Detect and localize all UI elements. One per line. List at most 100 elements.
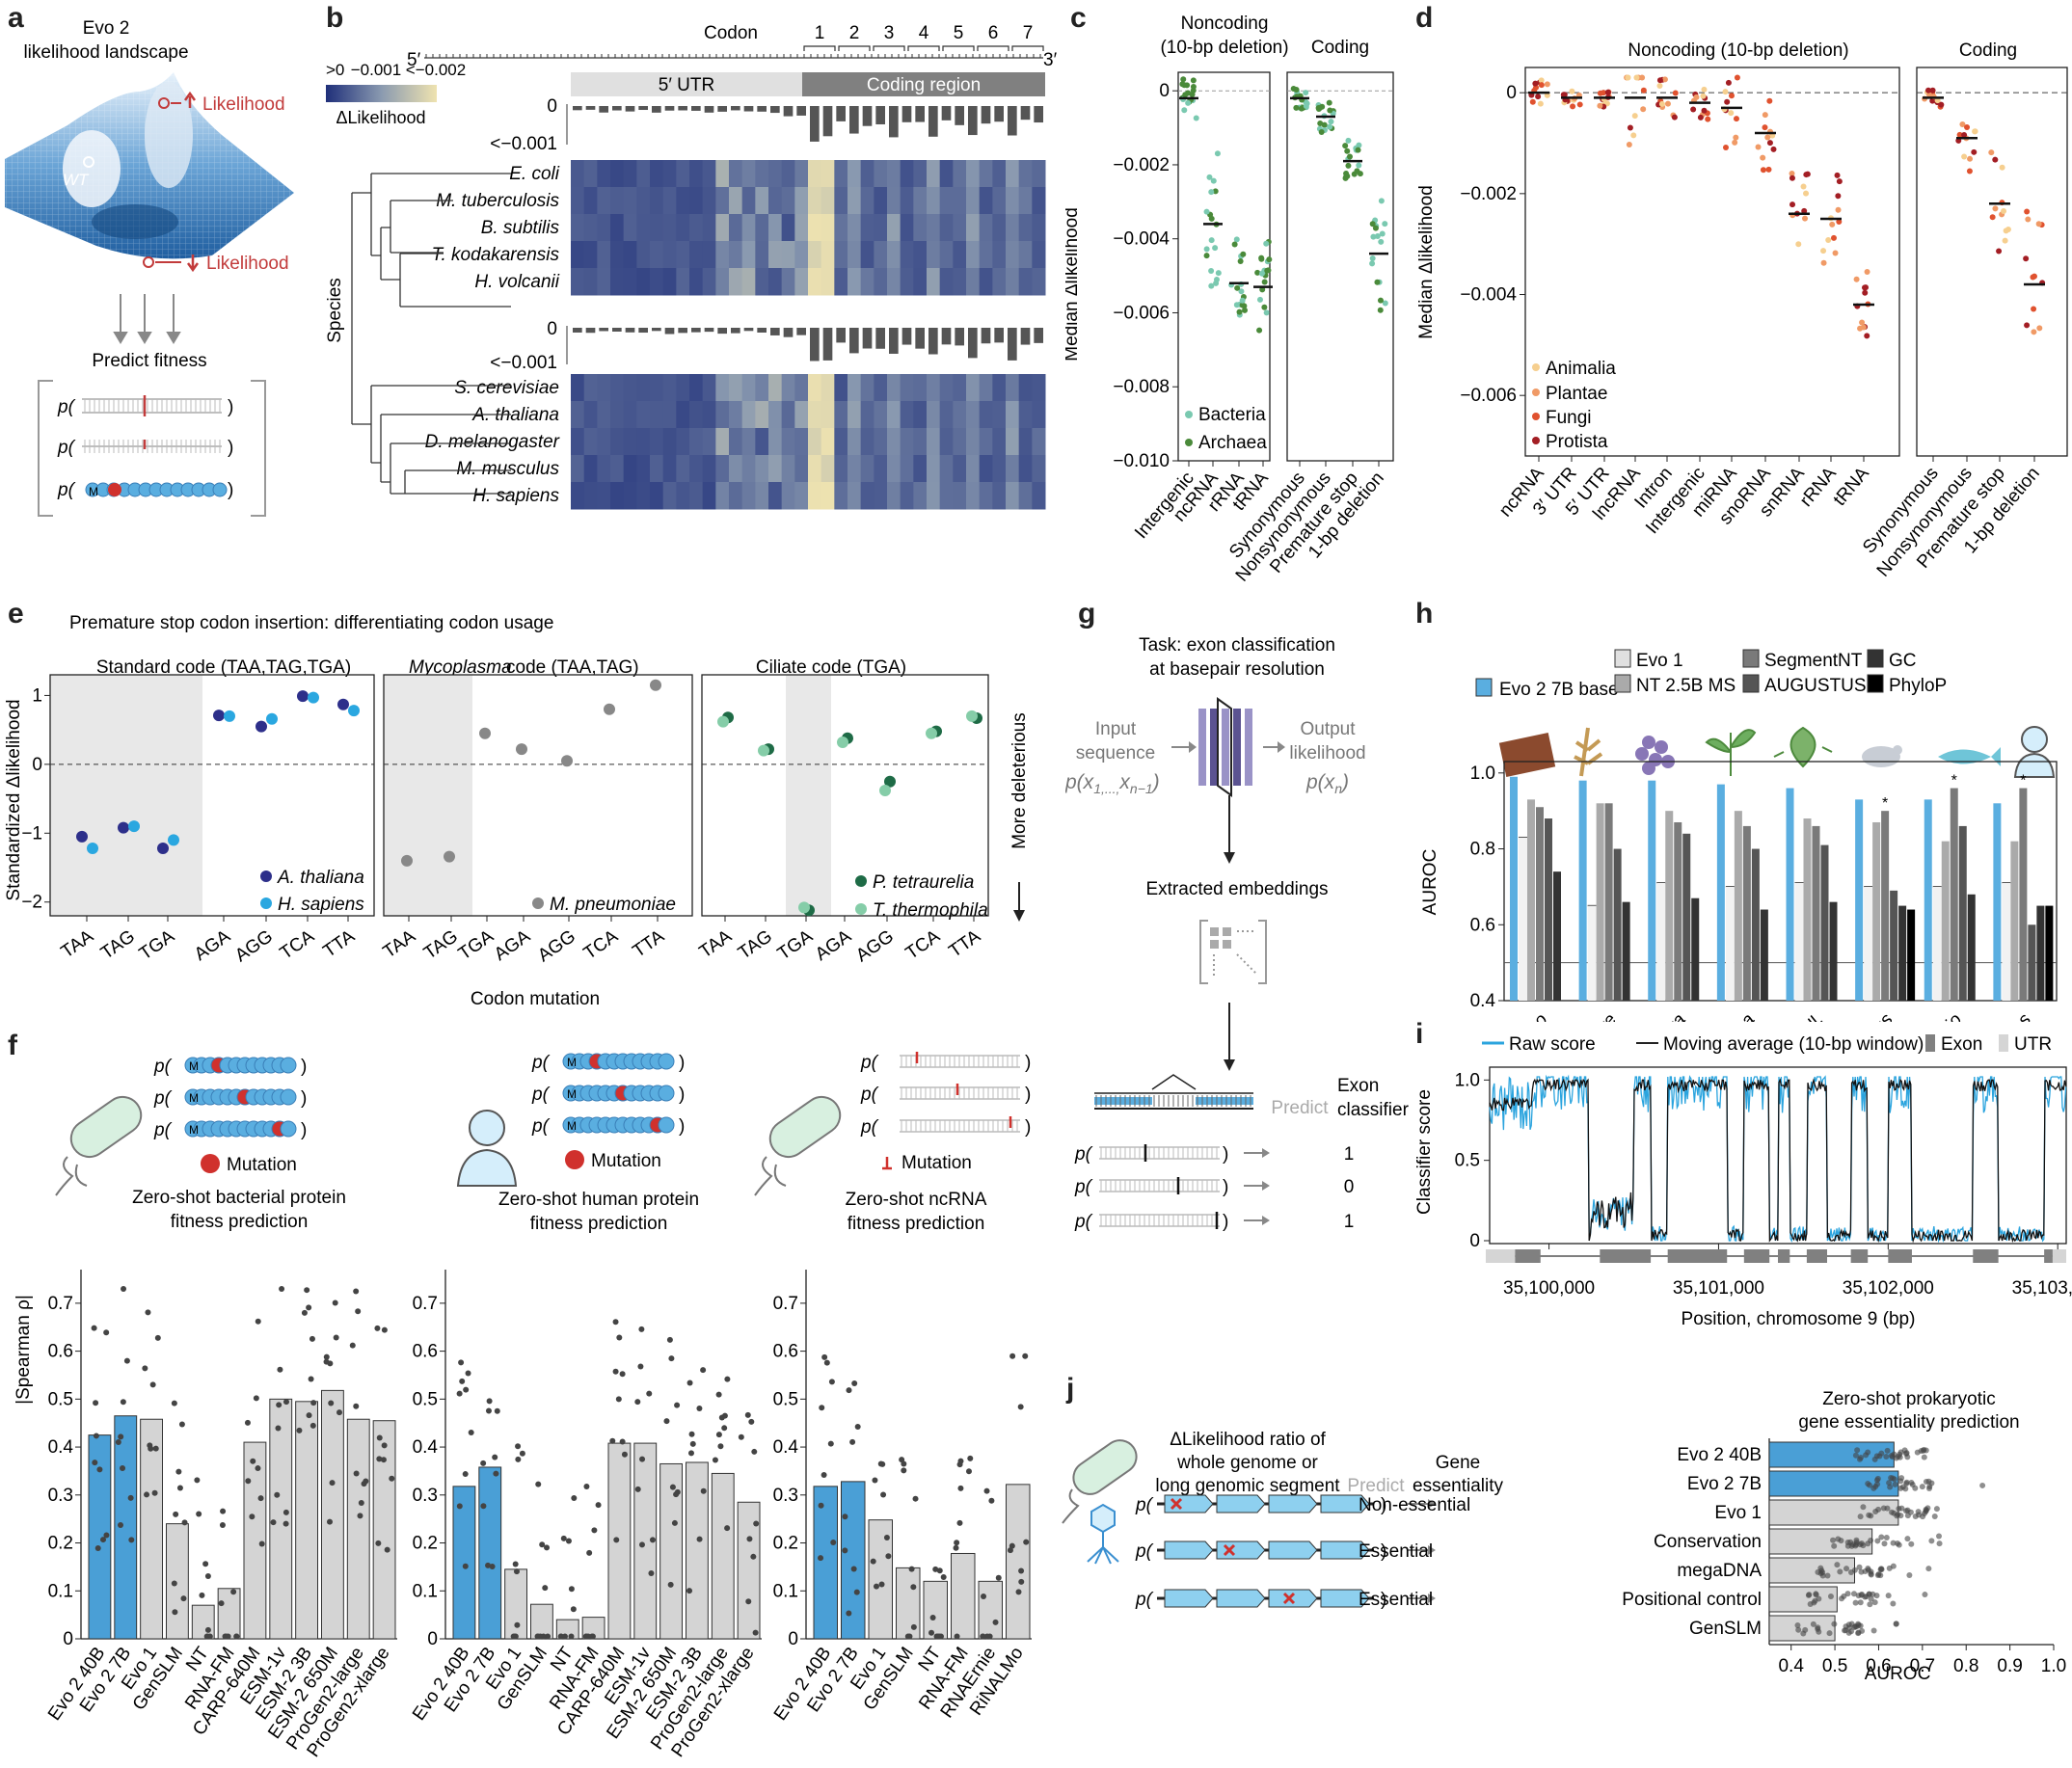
c-ytick: 0 (1159, 81, 1170, 101)
j-point (1867, 1601, 1873, 1608)
heat-cell (966, 401, 981, 429)
d-point (1832, 250, 1839, 256)
j-point (1860, 1504, 1867, 1511)
bar-mark (796, 106, 806, 116)
bar-mark (928, 328, 938, 355)
e-point (401, 854, 413, 867)
f-point (674, 1488, 681, 1495)
d-point (1625, 74, 1631, 81)
heat-cell (992, 268, 1007, 296)
j-ge-2: essentiality (1413, 1476, 1503, 1496)
h-star: * (1882, 795, 1888, 812)
heat-cell (979, 455, 993, 483)
f2-title-2: fitness prediction (530, 1214, 668, 1234)
e-point (798, 901, 810, 914)
j-point (1857, 1541, 1864, 1548)
d-point (1633, 74, 1640, 81)
e-point (444, 850, 455, 863)
j-point (1815, 1624, 1821, 1631)
j-p-label: p( (1135, 1590, 1154, 1610)
heat-cell (571, 428, 585, 456)
heat-cell (650, 428, 664, 456)
e-sub-ciliate: Ciliate code (TGA) (756, 657, 906, 678)
f-point (323, 1353, 330, 1360)
c-point (1347, 153, 1354, 160)
d-point (1529, 98, 1536, 105)
f-point (937, 1633, 944, 1640)
heat-cell (583, 187, 598, 215)
svg-text:): ) (301, 1120, 307, 1140)
f-point (956, 1519, 963, 1526)
heat-cell (1018, 214, 1033, 242)
f-point (173, 1511, 179, 1517)
f-point (846, 1610, 852, 1617)
j-point (1896, 1505, 1902, 1512)
c-point (1193, 115, 1199, 121)
f-ytick: 0 (427, 1629, 438, 1649)
heat-cell (900, 455, 914, 483)
j-point (1868, 1571, 1874, 1578)
svg-text:p(: p( (531, 1116, 551, 1137)
e-point (516, 743, 527, 756)
bar-mark (1020, 106, 1031, 121)
d-point (1859, 319, 1866, 326)
heat-cell (966, 214, 981, 242)
heat-cell (874, 214, 888, 242)
c-point (1319, 103, 1326, 110)
heat-cell (848, 374, 862, 402)
e-ytick: 0 (32, 755, 42, 775)
svg-text:p(: p( (153, 1088, 173, 1109)
j-xtick: 0.4 (1778, 1656, 1804, 1676)
svg-text:): ) (1223, 1144, 1228, 1165)
f-point (718, 1414, 725, 1421)
h-bar-fill (2002, 882, 2011, 1001)
j-point (1850, 1591, 1857, 1597)
f-point (571, 1494, 578, 1501)
bar-mark (638, 328, 648, 334)
c-point (1369, 260, 1376, 267)
j-point (1936, 1540, 1943, 1547)
d-point (1722, 89, 1729, 95)
j-outcome: Non-essential (1359, 1495, 1470, 1515)
c-point (1265, 267, 1272, 274)
cbar-title: ΔLikelihood (336, 108, 425, 127)
f-point (389, 1475, 395, 1482)
heat-cell (702, 160, 716, 188)
heat-cell (623, 401, 637, 429)
j-point (1873, 1477, 1880, 1484)
heat-cell (860, 241, 875, 269)
heat-cell (887, 241, 901, 269)
d-point (2031, 329, 2037, 335)
f-point (751, 1448, 758, 1455)
codon-axis-label: Codon (704, 23, 758, 43)
d-point (1640, 87, 1647, 94)
f-point (877, 1460, 884, 1467)
d-point (2025, 216, 2032, 223)
heat-cell (927, 214, 941, 242)
d-point (1836, 178, 1843, 185)
legend-moving-avg: Moving average (10-bp window) (1663, 1034, 1924, 1055)
heat-cell (900, 187, 914, 215)
f-point (842, 1547, 848, 1554)
j-xtick: 0.9 (1997, 1656, 2022, 1676)
h-ylabel: AUROC (1420, 849, 1440, 916)
j-point (1897, 1478, 1904, 1485)
f-bar (607, 1442, 632, 1640)
heat-cell (966, 482, 981, 510)
heat-cell (702, 401, 716, 429)
f-bar (452, 1486, 476, 1640)
j-point (1857, 1599, 1864, 1606)
f-point (310, 1400, 317, 1406)
f-point (357, 1513, 363, 1519)
f-point (715, 1432, 722, 1438)
j-point (1872, 1484, 1879, 1490)
heat-cell (715, 455, 730, 483)
c-point (1185, 99, 1192, 106)
heat-cell (834, 187, 848, 215)
heat-cell (900, 160, 914, 188)
e-xtick: TAG (735, 926, 776, 964)
f-point (91, 1325, 97, 1331)
e-xtick: TCA (580, 926, 622, 964)
f-point (144, 1491, 150, 1498)
c-point (1190, 77, 1197, 84)
